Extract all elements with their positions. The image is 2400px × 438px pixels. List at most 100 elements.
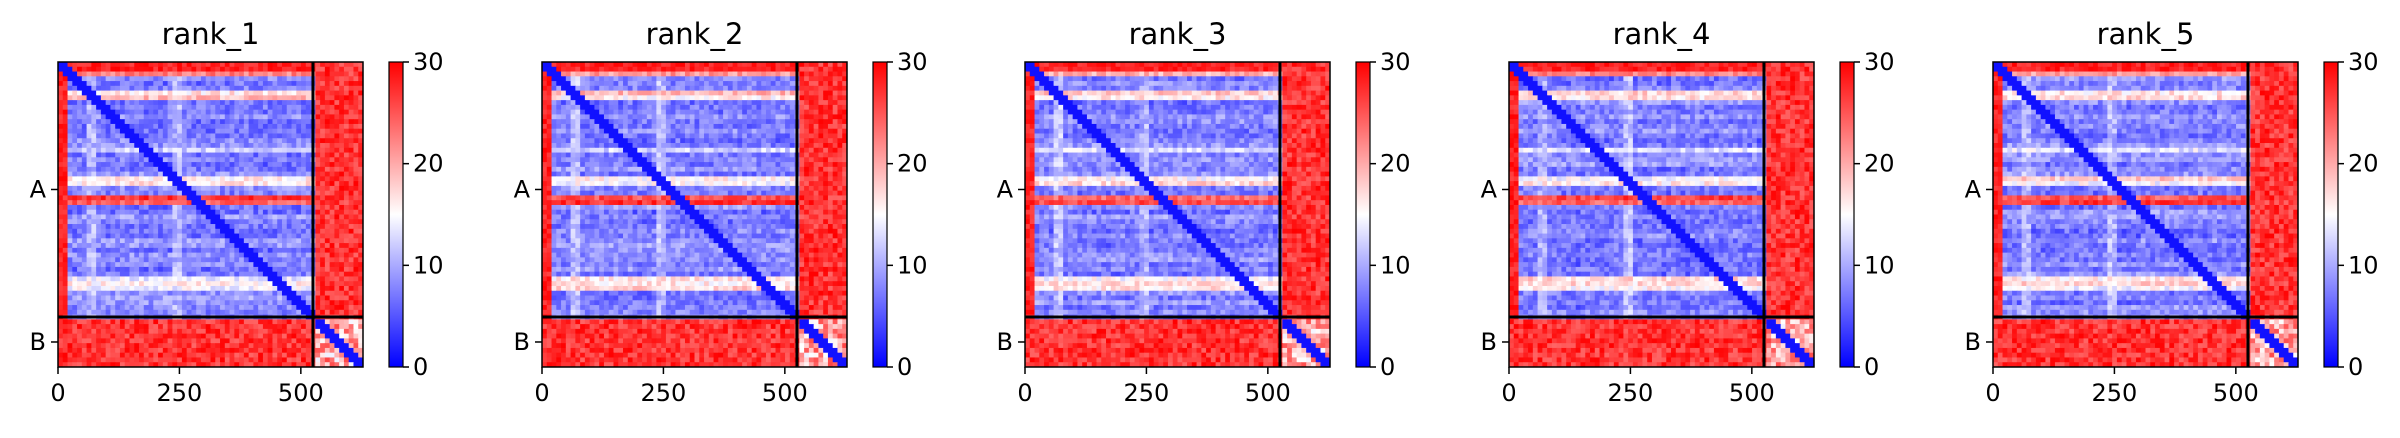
- heatmap-cell: [215, 157, 220, 162]
- heatmap-cell: [134, 205, 139, 210]
- heatmap-cell: [191, 191, 196, 196]
- heatmap-cell: [206, 129, 211, 134]
- heatmap-cell: [301, 86, 306, 91]
- heatmap-cell: [690, 100, 695, 105]
- heatmap-cell: [201, 105, 206, 110]
- heatmap-cell: [106, 86, 111, 91]
- heatmap-cell: [120, 105, 125, 110]
- heatmap-cell: [220, 191, 225, 196]
- heatmap-cell: [177, 138, 182, 143]
- heatmap-cell: [187, 291, 192, 296]
- heatmap-cell: [828, 81, 833, 86]
- heatmap-cell: [129, 305, 134, 310]
- heatmap-cell: [163, 334, 168, 339]
- heatmap-cell: [191, 319, 196, 324]
- heatmap-cell: [780, 86, 785, 91]
- heatmap-cell: [656, 114, 661, 119]
- heatmap-cell: [106, 343, 111, 348]
- heatmap-cell: [201, 119, 206, 124]
- heatmap-cell: [125, 86, 130, 91]
- heatmap-cell: [695, 67, 700, 72]
- heatmap-cell: [714, 76, 719, 81]
- heatmap-cell: [177, 253, 182, 258]
- heatmap-cell: [790, 86, 795, 91]
- heatmap-cell: [110, 334, 115, 339]
- heatmap-cell: [733, 95, 738, 100]
- heatmap-cell: [339, 224, 344, 229]
- heatmap-cell: [115, 324, 120, 329]
- heatmap-cell: [253, 276, 258, 281]
- heatmap-cell: [206, 105, 211, 110]
- heatmap-cell: [306, 348, 311, 353]
- heatmap-cell: [287, 300, 292, 305]
- heatmap-cell: [101, 200, 106, 205]
- heatmap-cell: [239, 300, 244, 305]
- heatmap-cell: [325, 119, 330, 124]
- heatmap-cell: [158, 129, 163, 134]
- heatmap-cell: [220, 305, 225, 310]
- heatmap-cell: [828, 67, 833, 72]
- heatmap-cell: [96, 195, 101, 200]
- heatmap-cell: [287, 148, 292, 153]
- heatmap-cell: [344, 215, 349, 220]
- heatmap-cell: [306, 305, 311, 310]
- heatmap-cell: [268, 172, 273, 177]
- heatmap-cell: [68, 72, 73, 77]
- heatmap-cell: [344, 238, 349, 243]
- heatmap-cell: [153, 186, 158, 191]
- heatmap-cell: [277, 324, 282, 329]
- heatmap-cell: [804, 86, 809, 91]
- heatmap-cell: [149, 81, 154, 86]
- heatmap-cell: [68, 176, 73, 181]
- heatmap-cell: [325, 276, 330, 281]
- heatmap-cell: [234, 91, 239, 96]
- heatmap-cell: [58, 338, 63, 343]
- heatmap-cell: [125, 172, 130, 177]
- heatmap-cell: [158, 143, 163, 148]
- heatmap-cell: [120, 114, 125, 119]
- heatmap-cell: [206, 338, 211, 343]
- heatmap-cell: [728, 81, 733, 86]
- heatmap-cell: [277, 157, 282, 162]
- heatmap-cell: [723, 105, 728, 110]
- heatmap-cell: [315, 114, 320, 119]
- heatmap-cell: [182, 167, 187, 172]
- heatmap-cell: [163, 253, 168, 258]
- heatmap-cell: [349, 210, 354, 215]
- heatmap-cell: [139, 219, 144, 224]
- heatmap-cell: [618, 91, 623, 96]
- heatmap-cell: [272, 243, 277, 248]
- heatmap-cell: [225, 195, 230, 200]
- heatmap-cell: [652, 95, 657, 100]
- heatmap-cell: [704, 91, 709, 96]
- heatmap-cell: [129, 72, 134, 77]
- heatmap-cell: [325, 100, 330, 105]
- heatmap-cell: [742, 81, 747, 86]
- heatmap-cell: [334, 200, 339, 205]
- heatmap-cell: [82, 81, 87, 86]
- heatmap-cell: [320, 267, 325, 272]
- heatmap-cell: [742, 76, 747, 81]
- heatmap-cell: [733, 124, 738, 129]
- heatmap-cell: [561, 62, 566, 67]
- heatmap-cell: [325, 86, 330, 91]
- heatmap-cell: [253, 110, 258, 115]
- heatmap-cell: [263, 181, 268, 186]
- heatmap-cell: [234, 357, 239, 362]
- heatmap-cell: [125, 91, 130, 96]
- heatmap-cell: [315, 67, 320, 72]
- heatmap-cell: [125, 176, 130, 181]
- heatmap-cell: [547, 76, 552, 81]
- heatmap-cell: [149, 334, 154, 339]
- heatmap-cell: [253, 67, 258, 72]
- heatmap-cell: [215, 215, 220, 220]
- heatmap-cell: [172, 272, 177, 277]
- heatmap-cell: [172, 172, 177, 177]
- heatmap-cell: [120, 257, 125, 262]
- heatmap-cell: [747, 110, 752, 115]
- heatmap-cell: [58, 162, 63, 167]
- heatmap-cell: [780, 67, 785, 72]
- heatmap-cell: [287, 224, 292, 229]
- heatmap-cell: [320, 205, 325, 210]
- heatmap-cell: [292, 348, 297, 353]
